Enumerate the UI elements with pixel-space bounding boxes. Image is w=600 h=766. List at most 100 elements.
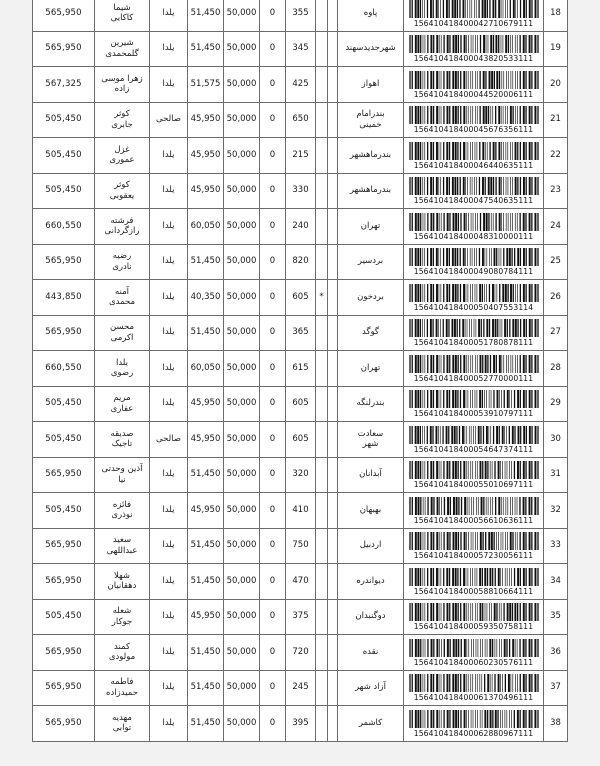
cell-base-price: 50,000: [223, 563, 260, 600]
cell-city: دیواندره: [337, 563, 404, 600]
cell-barcode: 156410418400053910797111: [403, 385, 544, 422]
invoice-table: 565,950 شیما کاکایی یلدا 51,450 50,000 0 355 پاو…: [32, 0, 568, 742]
cell-city: بردسیر: [337, 243, 404, 280]
cell-quantity: 615: [285, 350, 316, 387]
cell-total: 505,450: [32, 101, 95, 138]
cell-unit-price: 45,950: [187, 385, 224, 422]
cell-unit-price: 51,450: [187, 314, 224, 351]
cell-marker-secondary: [327, 101, 338, 138]
cell-row-index: 30: [543, 421, 568, 458]
cell-quantity: 395: [285, 705, 316, 742]
cell-row-index: 33: [543, 527, 568, 564]
cell-unit-price: 45,950: [187, 172, 224, 209]
barcode-image: [406, 567, 541, 586]
cell-brand: یلدا: [149, 598, 188, 635]
cell-quantity: 605: [285, 279, 316, 316]
cell-row-index: 24: [543, 208, 568, 245]
cell-unit-price: 51,450: [187, 705, 224, 742]
cell-city: کاشمر: [337, 705, 404, 742]
cell-barcode: 156410418400048310000111: [403, 208, 544, 245]
cell-city: پاوه: [337, 0, 404, 32]
cell-marker-secondary: [327, 669, 338, 706]
cell-customer-name: آمنه محمدی: [94, 279, 150, 316]
cell-marker: [315, 456, 328, 493]
cell-customer-name: کوثر جابری: [94, 101, 150, 138]
cell-marker: [315, 137, 328, 174]
cell-total: 565,950: [32, 563, 95, 600]
cell-row-index: 35: [543, 598, 568, 635]
cell-marker-secondary: [327, 385, 338, 422]
cell-brand: یلدا: [149, 350, 188, 387]
table-row: 660,550 فرشته رازگردانی یلدا 60,050 50,000 0 24…: [32, 208, 568, 245]
cell-city: آزاد شهر: [337, 669, 404, 706]
cell-unit-price: 51,450: [187, 527, 224, 564]
cell-row-index: 18: [543, 0, 568, 32]
cell-discount: 0: [259, 314, 286, 351]
cell-quantity: 345: [285, 30, 316, 67]
cell-discount: 0: [259, 385, 286, 422]
table-row: 505,450 غزل عموری یلدا 45,950 50,000 0 215 بندرم…: [32, 137, 568, 174]
table-row: 565,950 سعید عبداللهی یلدا 51,450 50,000 0 750 ا…: [32, 527, 568, 564]
cell-unit-price: 51,575: [187, 66, 224, 103]
cell-customer-name: شهلا دهقانیان: [94, 563, 150, 600]
table-row: 505,450 فائزه نوذری یلدا 45,950 50,000 0 410 بهب…: [32, 492, 568, 529]
cell-quantity: 375: [285, 598, 316, 635]
cell-quantity: 320: [285, 456, 316, 493]
cell-total: 565,950: [32, 634, 95, 671]
cell-marker: [315, 314, 328, 351]
cell-unit-price: 51,450: [187, 243, 224, 280]
cell-marker: [315, 421, 328, 458]
cell-row-index: 19: [543, 30, 568, 67]
cell-discount: 0: [259, 527, 286, 564]
cell-discount: 0: [259, 279, 286, 316]
cell-barcode: 156410418400056610636111: [403, 492, 544, 529]
cell-customer-name: یلدا رضوی: [94, 350, 150, 387]
barcode-image: [406, 532, 541, 550]
table-row: 505,450 کوثر جابری صالحی 45,950 50,000 0 650 بند…: [32, 101, 568, 138]
cell-barcode: 156410418400061370496111: [403, 669, 544, 706]
cell-row-index: 23: [543, 172, 568, 209]
table-row: 567,325 زهرا موسی زاده یلدا 51,575 50,000 0 425…: [32, 66, 568, 103]
cell-base-price: 50,000: [223, 385, 260, 422]
cell-customer-name: فاطمه حمیدزاده: [94, 669, 150, 706]
cell-discount: 0: [259, 0, 286, 32]
cell-barcode: 156410418400047540635111: [403, 172, 544, 209]
cell-base-price: 50,000: [223, 456, 260, 493]
cell-marker-secondary: [327, 456, 338, 493]
cell-marker-secondary: [327, 598, 338, 635]
cell-quantity: 750: [285, 527, 316, 564]
cell-row-index: 36: [543, 634, 568, 671]
cell-base-price: 50,000: [223, 0, 260, 32]
cell-total: 565,950: [32, 527, 95, 564]
cell-total: 505,450: [32, 172, 95, 209]
cell-base-price: 50,000: [223, 634, 260, 671]
cell-discount: 0: [259, 66, 286, 103]
cell-barcode: 156410418400043820533111: [403, 30, 544, 67]
cell-marker: *: [315, 279, 328, 316]
cell-city: بردخون: [337, 279, 404, 316]
barcode-image: [406, 70, 541, 89]
cell-city: آبدانان: [337, 456, 404, 493]
barcode-number: 156410418400054647374111: [413, 444, 534, 454]
cell-brand: یلدا: [149, 314, 188, 351]
cell-customer-name: صدیقه تاجیک: [94, 421, 150, 458]
barcode-image: [406, 674, 541, 692]
cell-barcode: 156410418400049080784111: [403, 243, 544, 280]
cell-barcode: 156410418400055010697111: [403, 456, 544, 493]
cell-unit-price: 51,450: [187, 0, 224, 32]
cell-customer-name: مهدیه توابی: [94, 705, 150, 742]
cell-discount: 0: [259, 456, 286, 493]
cell-discount: 0: [259, 669, 286, 706]
cell-brand: یلدا: [149, 208, 188, 245]
cell-marker: [315, 563, 328, 600]
barcode-number: 156410418400056610636111: [413, 515, 534, 525]
cell-brand: یلدا: [149, 137, 188, 174]
cell-barcode: 156410418400045676356111: [403, 101, 544, 138]
cell-row-index: 37: [543, 669, 568, 706]
cell-row-index: 34: [543, 563, 568, 600]
cell-customer-name: شیرین گلمحمدی: [94, 30, 150, 67]
cell-quantity: 425: [285, 66, 316, 103]
cell-quantity: 605: [285, 421, 316, 458]
cell-base-price: 50,000: [223, 30, 260, 67]
